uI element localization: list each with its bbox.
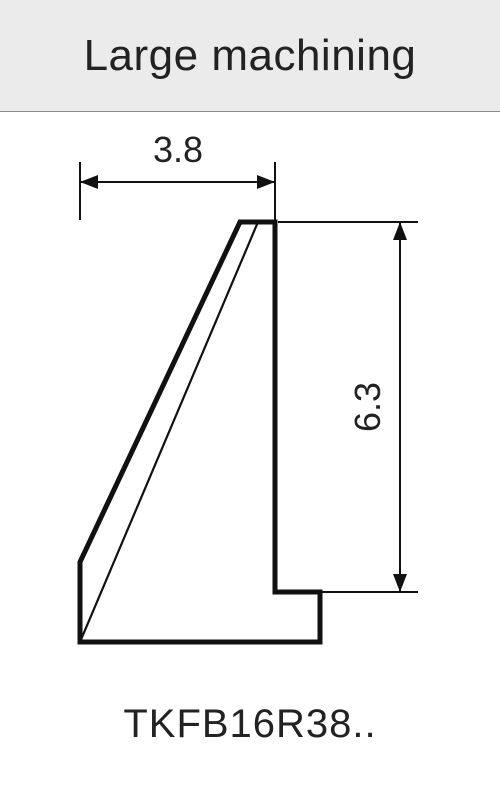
profile-inner-line [80, 222, 258, 642]
profile-outline [80, 222, 320, 642]
dim-height-arrow-bottom [393, 574, 407, 592]
header-title: Large machining [0, 0, 500, 112]
dim-width-arrow-left [80, 175, 98, 189]
dim-width-arrow-right [257, 175, 275, 189]
dim-height-arrow-top [393, 222, 407, 240]
diagram-svg: 3.8 6.3 [0, 112, 500, 672]
header: Large machining [0, 0, 500, 112]
footer: TKFB16R38.. [0, 702, 500, 747]
part-number: TKFB16R38.. [0, 702, 500, 747]
dim-width-label: 3.8 [153, 129, 203, 170]
dim-height-label: 6.3 [347, 382, 388, 432]
technical-diagram: 3.8 6.3 [0, 112, 500, 672]
